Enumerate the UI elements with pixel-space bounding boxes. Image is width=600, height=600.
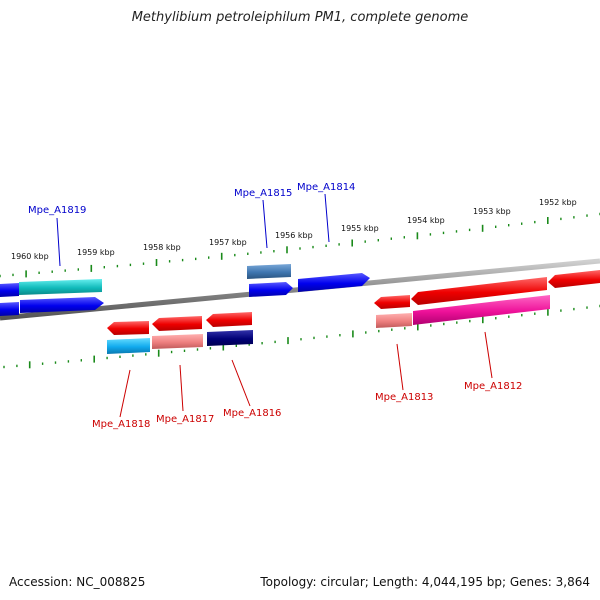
gene-label-mpe-a1817[interactable]: Mpe_A1817 <box>156 414 214 425</box>
reverse-leader-lines <box>119 331 493 418</box>
gene-feature[interactable] <box>0 283 19 297</box>
gene-feature[interactable] <box>107 321 149 335</box>
gene-label-mpe-a1812[interactable]: Mpe_A1812 <box>464 381 522 392</box>
gene-feature[interactable] <box>376 313 412 328</box>
gene-feature[interactable] <box>152 316 202 331</box>
kbp-label: 1956 kbp <box>275 231 313 240</box>
kbp-label: 1953 kbp <box>473 207 511 216</box>
kbp-label: 1959 kbp <box>77 248 115 257</box>
genome-summary: Topology: circular; Length: 4,044,195 bp… <box>260 575 590 589</box>
gene-feature[interactable] <box>107 338 150 354</box>
accession-text: Accession: NC_008825 <box>9 575 146 589</box>
map-title: Methylibium petroleiphilum PM1, complete… <box>131 10 469 25</box>
gene-label-mpe-a1818[interactable]: Mpe_A1818 <box>92 419 150 430</box>
gene-feature[interactable] <box>249 282 293 297</box>
gene-label-mpe-a1815[interactable]: Mpe_A1815 <box>234 188 292 199</box>
top-scale-ticks <box>0 212 600 278</box>
gene-feature[interactable] <box>298 273 370 292</box>
gene-feature[interactable] <box>152 334 203 349</box>
gene-feature[interactable] <box>206 312 252 327</box>
bottom-scale-ticks <box>3 304 600 369</box>
kbp-label: 1958 kbp <box>143 243 181 252</box>
kbp-label: 1954 kbp <box>407 216 445 225</box>
kbp-label: 1957 kbp <box>209 238 247 247</box>
forward-leader-lines <box>56 193 330 267</box>
gene-feature[interactable] <box>411 277 547 305</box>
kbp-label: 1952 kbp <box>539 198 577 207</box>
gene-feature[interactable] <box>19 279 102 295</box>
gene-feature[interactable] <box>548 270 600 288</box>
gene-feature[interactable] <box>207 330 253 346</box>
gene-feature[interactable] <box>0 302 19 316</box>
gene-label-mpe-a1819[interactable]: Mpe_A1819 <box>28 205 86 216</box>
gene-label-mpe-a1814[interactable]: Mpe_A1814 <box>297 182 355 193</box>
gene-feature[interactable] <box>247 264 291 279</box>
gene-feature[interactable] <box>413 295 550 325</box>
kbp-label: 1955 kbp <box>341 224 379 233</box>
gene-label-mpe-a1813[interactable]: Mpe_A1813 <box>375 392 433 403</box>
kbp-label: 1960 kbp <box>11 252 49 261</box>
gene-feature[interactable] <box>20 297 104 313</box>
gene-label-mpe-a1816[interactable]: Mpe_A1816 <box>223 408 281 419</box>
gene-feature[interactable] <box>374 295 410 309</box>
